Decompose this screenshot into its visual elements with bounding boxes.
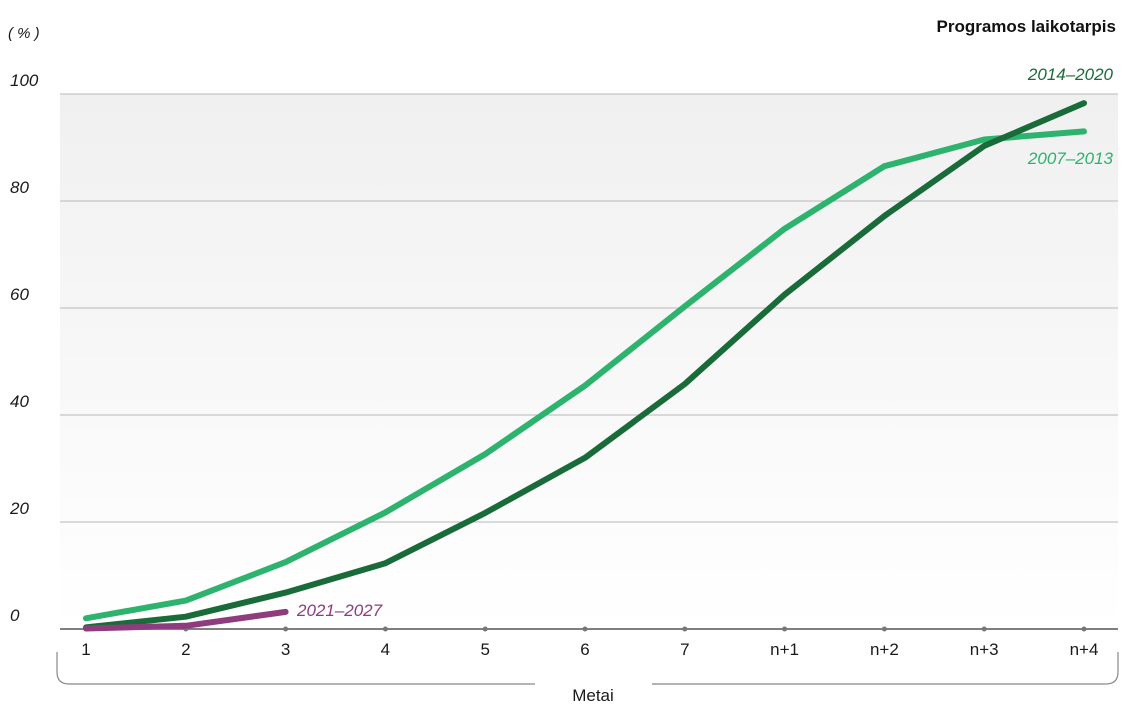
x-tick-label: n+2: [870, 640, 899, 659]
gridlines: [60, 93, 1118, 630]
x-tick-dot: [682, 626, 688, 632]
series-line-0: [83, 128, 1087, 622]
y-tick-label: 60: [10, 285, 29, 304]
y-tick-label: 20: [9, 499, 29, 518]
x-tick-label: 1: [81, 640, 90, 659]
x-tick-dot: [981, 626, 987, 632]
x-tick-dot: [482, 626, 488, 632]
series-line-2: [83, 608, 289, 632]
y-axis-ticks: 0 20 40 60 80 100: [9, 71, 39, 625]
y-tick-label: 0: [10, 606, 20, 625]
x-tick-label: n+4: [1070, 640, 1099, 659]
y-tick-label: 40: [10, 392, 29, 411]
x-tick-label: n+1: [770, 640, 799, 659]
x-tick-dot: [382, 626, 388, 632]
x-tick-label: n+3: [970, 640, 999, 659]
series-line-1: [83, 100, 1087, 631]
x-axis-bracket-right: [652, 652, 1119, 685]
series-label-2014-2020: 2014–2020: [1027, 65, 1114, 84]
x-tick-label: 5: [480, 640, 489, 659]
plot-area: [60, 94, 1118, 629]
series-label-2007-2013: 2007–2013: [1027, 149, 1114, 168]
y-tick-label: 100: [10, 71, 39, 90]
x-tick-dot: [582, 626, 588, 632]
y-tick-label: 80: [10, 178, 29, 197]
x-axis-label: Metai: [572, 686, 614, 705]
x-axis-ticks: 1 2 3 4 5 6 7 n+1 n+2 n+3 n+4: [81, 626, 1099, 659]
x-tick-dot: [782, 626, 788, 632]
x-tick-label: 4: [381, 640, 390, 659]
x-tick-dot: [283, 626, 289, 632]
x-tick-dot: [1081, 626, 1087, 632]
x-tick-label: 2: [181, 640, 190, 659]
series-label-2021-2027: 2021–2027: [296, 601, 383, 620]
x-tick-dot: [881, 626, 887, 632]
x-tick-label: 3: [281, 640, 290, 659]
x-tick-label: 6: [580, 640, 589, 659]
series-lines: [83, 100, 1087, 632]
x-axis-bracket-left: [56, 652, 535, 685]
legend-title: Programos laikotarpis: [936, 17, 1116, 36]
x-tick-label: 7: [680, 640, 689, 659]
y-axis-unit: ( % ): [8, 25, 40, 42]
